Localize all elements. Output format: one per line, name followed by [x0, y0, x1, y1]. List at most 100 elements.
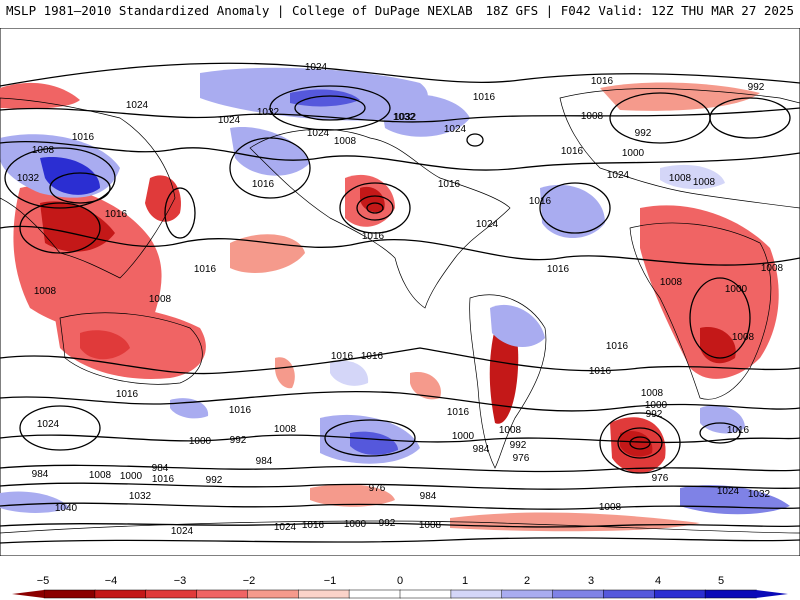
- colorbar-low-arrow: [12, 590, 44, 598]
- isobar-closed: [229, 137, 311, 199]
- colorbar-segment: [501, 589, 554, 599]
- isobar: [0, 464, 800, 473]
- contour-label: 1016: [473, 92, 496, 103]
- contour-label: 1016: [447, 407, 470, 418]
- colorbar-tick: −1: [324, 575, 337, 587]
- contour-label: 1008: [334, 136, 357, 147]
- colorbar-segment: [704, 589, 757, 599]
- anomaly-high-region: [290, 89, 360, 107]
- anomaly-low-region: [360, 186, 385, 213]
- contour-label: 992: [230, 435, 247, 446]
- continent-outlines: [0, 88, 800, 534]
- isobar: [0, 225, 800, 266]
- contour-label: 1024: [171, 526, 194, 537]
- anomaly-low-region: [410, 372, 441, 400]
- isobar: [0, 140, 800, 171]
- anomaly-low-region: [310, 484, 395, 507]
- isobar-closed: [689, 277, 751, 359]
- contour-label: 1000: [189, 436, 212, 447]
- contour-label: 1016: [252, 179, 275, 190]
- contour-label: 1024: [274, 522, 297, 533]
- contour-label: 1016: [116, 389, 139, 400]
- isobar-closed: [324, 419, 416, 457]
- north-america-outline: [249, 128, 511, 309]
- colorbar-ticks: −5 −4 −3 −2 −1 0 1 2 3 4 5: [37, 575, 724, 587]
- isobar-closed: [294, 95, 366, 121]
- contour-label: 1024: [607, 170, 630, 181]
- isobar: [0, 522, 800, 528]
- contour-label: 1008: [581, 111, 604, 122]
- colorbar-tick: −3: [174, 575, 187, 587]
- contour-labels: 1024 1016 1008 1032 1016 1024 1016 1008 …: [17, 62, 784, 537]
- isobar-closed: [466, 133, 484, 147]
- contour-label: 976: [652, 473, 669, 484]
- isobar-closed: [4, 147, 116, 209]
- anomaly-low-region: [230, 234, 305, 273]
- anomaly-low-region: [489, 322, 519, 424]
- contour-label: 1000: [622, 148, 645, 159]
- contour-label: 1008: [660, 277, 683, 288]
- contour-label: 1016: [591, 76, 614, 87]
- isobar-closed: [629, 436, 651, 450]
- isobar: [0, 347, 800, 375]
- anomaly-high-region: [380, 94, 470, 137]
- anomaly-low-region: [145, 175, 181, 222]
- isobar-closed: [49, 172, 111, 204]
- contour-label: 1016: [229, 405, 252, 416]
- isobar-closed: [269, 85, 391, 131]
- contour-label: 1016: [362, 231, 385, 242]
- contour-label: 1000: [645, 400, 668, 411]
- colorbar-segment: [196, 589, 249, 599]
- contour-label: 1016: [152, 474, 175, 485]
- isobar: [0, 107, 800, 123]
- colorbar-segments: [43, 589, 757, 599]
- contour-label: 1008: [89, 470, 112, 481]
- colorbar-high-arrow: [756, 590, 788, 598]
- isobar-closed: [709, 97, 791, 139]
- color-scale-legend: −5 −4 −3 −2 −1 0 1 2 3 4 5: [0, 560, 800, 600]
- contour-label: 1024: [218, 115, 241, 126]
- contour-label: 1024: [126, 100, 149, 111]
- contour-label: 984: [256, 456, 273, 467]
- contour-label: 1008: [599, 502, 622, 513]
- anomaly-high-region: [350, 431, 398, 455]
- contour-label: 984: [32, 469, 49, 480]
- contour-label: 1016: [547, 264, 570, 275]
- map-title: MSLP 1981–2010 Standardized Anomaly | Co…: [6, 3, 473, 18]
- colorbar-segment: [145, 589, 198, 599]
- model-run-info: 18Z GFS | F042 Valid: 12Z THU MAR 27 202…: [485, 3, 794, 18]
- colorbar-segment: [94, 589, 147, 599]
- colorbar-tick: 5: [718, 575, 724, 587]
- contour-label: 1032: [257, 107, 280, 118]
- colorbar-tick: 1: [462, 575, 468, 587]
- contour-label: 1000: [120, 471, 143, 482]
- eurasia-outline: [559, 88, 800, 209]
- isobar-closed: [164, 187, 196, 239]
- contour-label: 984: [420, 491, 437, 502]
- anomaly-high-region: [40, 157, 100, 195]
- contour-label: 1016: [589, 366, 612, 377]
- contour-label: 1016: [72, 132, 95, 143]
- contour-label: 1016: [727, 425, 750, 436]
- colorbar-segment: [247, 589, 300, 599]
- anomaly-high-region: [490, 304, 545, 348]
- isobar: [0, 502, 800, 510]
- contour-label: 1040: [55, 503, 78, 514]
- anomaly-map: 1024 1016 1008 1032 1016 1024 1016 1008 …: [0, 28, 800, 556]
- anomaly-high-region: [230, 127, 310, 176]
- isobar: [0, 434, 800, 444]
- anomaly-shading: [0, 67, 790, 532]
- contour-label: 1024: [476, 219, 499, 230]
- colorbar-segment: [348, 589, 401, 599]
- colorbar-segment: [450, 589, 503, 599]
- contour-label: 1008: [693, 177, 716, 188]
- contour-label: 1016: [561, 146, 584, 157]
- contour-label: 976: [513, 453, 530, 464]
- colorbar-tick: −5: [37, 575, 50, 587]
- colorbar-segment: [298, 589, 350, 599]
- anomaly-high-region: [0, 491, 70, 513]
- contour-label: 1008: [761, 263, 784, 274]
- contour-label: 984: [473, 444, 490, 455]
- contour-label: 1000: [344, 519, 367, 530]
- anomaly-low-region: [600, 82, 760, 111]
